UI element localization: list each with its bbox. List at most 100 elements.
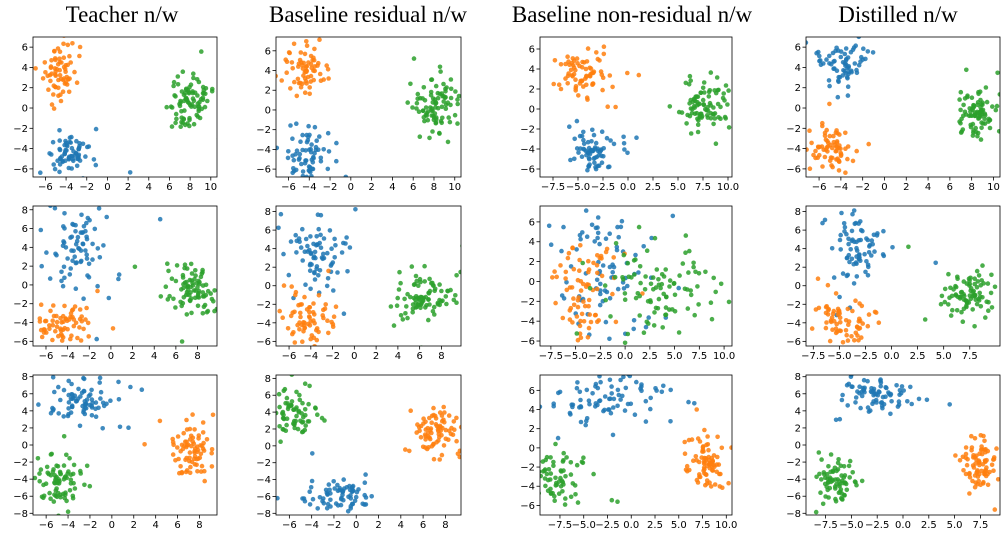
point-blue (567, 410, 573, 416)
point-green (432, 312, 437, 317)
point-orange (316, 329, 321, 335)
point-orange (331, 314, 337, 320)
point-green (396, 287, 402, 292)
point-blue (859, 54, 864, 60)
point-green (408, 81, 413, 87)
point-orange (843, 170, 848, 175)
point-orange (173, 458, 178, 463)
y-tick-label: −2 (13, 299, 28, 310)
point-blue (343, 174, 349, 177)
column-title-teacher: Teacher n/w (65, 2, 179, 27)
x-tick-label: 7.5 (962, 351, 978, 362)
point-orange (970, 463, 976, 468)
point-orange (290, 331, 295, 337)
point-blue (82, 405, 88, 411)
point-orange (469, 396, 474, 401)
point-green (62, 475, 68, 480)
point-blue (636, 270, 641, 275)
point-orange (431, 456, 437, 462)
point-orange (963, 471, 969, 477)
point-orange (311, 57, 317, 63)
point-blue (589, 222, 595, 228)
point-orange (280, 315, 286, 321)
point-blue (837, 294, 842, 300)
point-orange (81, 326, 86, 332)
point-green (988, 290, 994, 296)
point-green (43, 481, 49, 487)
point-orange (290, 66, 296, 71)
point-green (977, 89, 983, 94)
point-blue (587, 162, 592, 167)
point-green (413, 300, 419, 306)
y-tick-label: −4 (13, 318, 28, 329)
point-blue (69, 381, 74, 387)
point-blue (126, 425, 131, 431)
point-blue (875, 231, 880, 236)
point-blue (589, 139, 594, 144)
point-blue (97, 375, 103, 381)
point-green (709, 316, 715, 322)
point-blue (576, 150, 581, 155)
point-green (687, 248, 692, 254)
point-blue (829, 246, 835, 251)
point-orange (304, 64, 310, 69)
x-tick-label: 8 (196, 520, 202, 531)
point-orange (982, 438, 987, 444)
point-green (543, 457, 548, 463)
point-orange (826, 306, 831, 312)
point-orange (607, 73, 613, 78)
point-green (437, 282, 442, 287)
point-blue (128, 384, 133, 390)
y-tick-label: 4 (265, 66, 271, 77)
y-tick-label: 0 (265, 105, 271, 116)
point-green (703, 269, 708, 275)
point-green (391, 323, 397, 328)
point-blue (611, 396, 617, 402)
point-orange (307, 309, 312, 315)
point-green (942, 299, 948, 305)
point-blue (329, 246, 334, 251)
point-orange (49, 102, 55, 107)
point-green (813, 509, 819, 515)
point-orange (46, 87, 51, 92)
point-blue (317, 495, 323, 500)
point-orange (836, 158, 842, 164)
point-green (441, 99, 447, 104)
point-orange (52, 49, 57, 54)
point-blue (611, 141, 617, 147)
point-blue (65, 413, 71, 419)
point-orange (289, 60, 295, 65)
point-green (700, 97, 706, 103)
y-tick-label: −4 (256, 145, 271, 156)
point-blue (597, 398, 603, 403)
point-blue (363, 472, 368, 477)
x-tick-label: 5.0 (936, 351, 952, 362)
point-blue (62, 275, 67, 281)
point-green (203, 91, 208, 97)
point-blue (317, 134, 322, 139)
point-orange (316, 293, 322, 298)
point-green (435, 302, 441, 307)
point-orange (175, 445, 180, 450)
point-green (37, 471, 42, 476)
point-orange (85, 320, 91, 326)
point-blue (611, 264, 617, 270)
point-orange (825, 138, 830, 144)
point-orange (307, 305, 312, 310)
scatter-points (546, 208, 732, 346)
point-blue (354, 489, 360, 495)
point-blue (312, 124, 318, 130)
point-orange (301, 323, 307, 328)
point-blue (62, 211, 67, 216)
point-blue (597, 375, 602, 379)
x-tick-label: 7.5 (691, 351, 707, 362)
point-blue (839, 210, 844, 216)
point-blue (300, 169, 306, 174)
point-blue (95, 283, 100, 289)
point-blue (841, 221, 847, 226)
point-blue (843, 46, 849, 51)
point-orange (442, 410, 447, 415)
point-orange (578, 243, 583, 248)
point-blue (581, 141, 587, 146)
point-orange (978, 433, 984, 438)
